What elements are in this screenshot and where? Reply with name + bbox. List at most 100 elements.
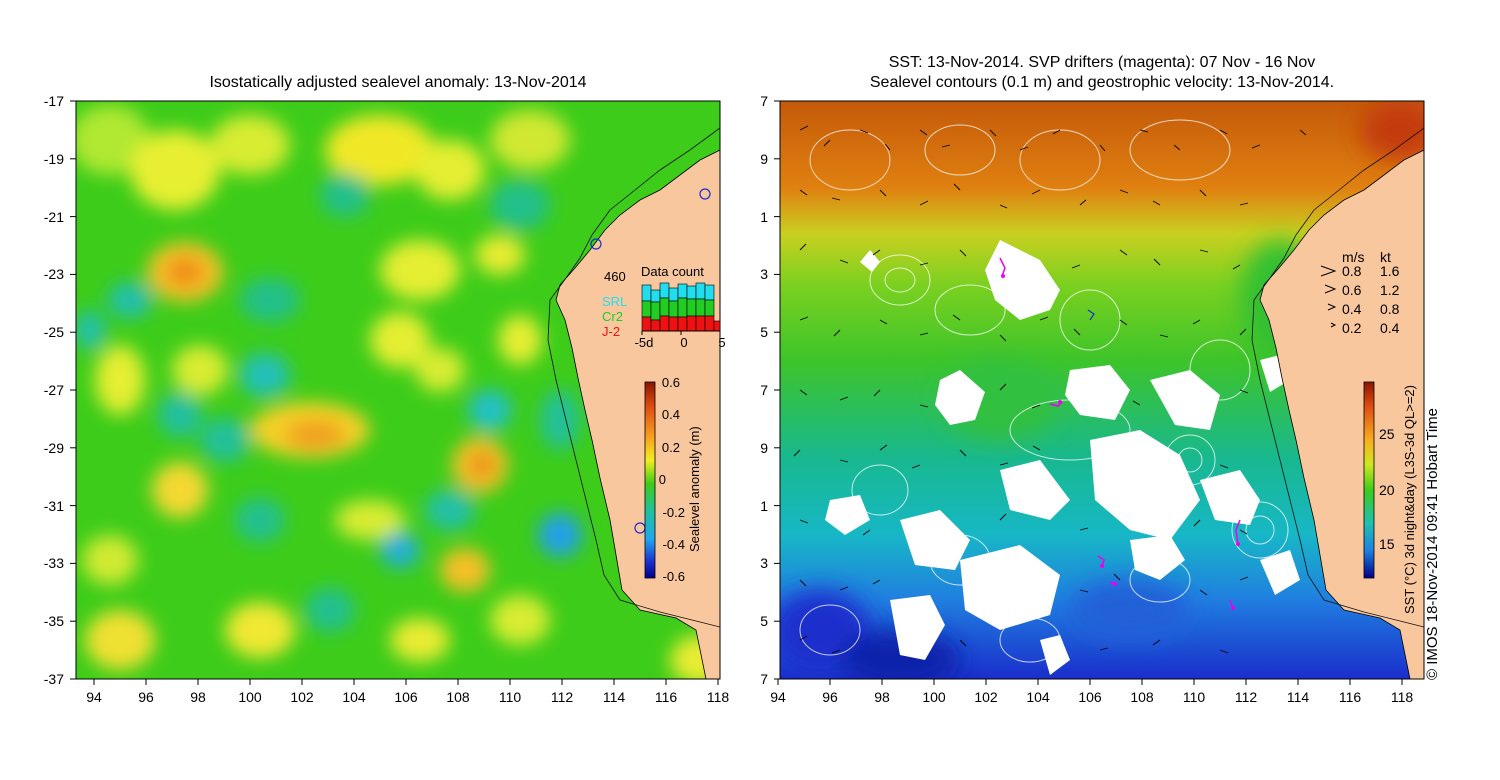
lat-label: -17	[44, 93, 64, 109]
lat-label: -27	[44, 382, 64, 398]
land-australia	[1251, 101, 1424, 679]
lon-label: 98	[874, 689, 890, 705]
colorbar-tick: 0.4	[662, 407, 680, 422]
lon-label: 112	[1235, 689, 1258, 705]
sealevel-anomaly-map: -17 -19 -21 -23 -25 -27 -29 -31 -33 -35 …	[44, 93, 730, 705]
velocity-kt: 1.6	[1380, 263, 1400, 279]
data-count-tick: 0	[680, 335, 687, 350]
sst-colorbar-label: SST (°C) 3d night&day (L3S-3d QL>=2)	[1402, 385, 1417, 614]
colorbar-tick: 0.2	[662, 440, 680, 455]
data-count-max: 460	[604, 269, 626, 284]
velocity-kt: 0.8	[1380, 301, 1400, 317]
arrow-icon	[1327, 303, 1337, 311]
lon-label: 102	[290, 689, 314, 705]
lon-label: 108	[446, 689, 470, 705]
lon-label: 100	[238, 689, 262, 705]
right-lon-labels: 94 96 98 100 102 104 106 108 110 112 114…	[770, 689, 1413, 705]
data-count-tick: -5d	[635, 335, 654, 350]
lat-label: -35	[44, 613, 64, 629]
land-australia	[547, 101, 720, 679]
lon-label: 112	[551, 689, 574, 705]
data-count-title: Data count	[641, 264, 704, 279]
svp-drifter-positions	[1001, 274, 1240, 610]
mission-cr2: Cr2	[602, 309, 623, 324]
right-map-title-line1: SST: 13-Nov-2014. SVP drifters (magenta)…	[888, 54, 1316, 71]
left-map-title: Isostatically adjusted sealevel anomaly:…	[209, 74, 587, 91]
sealevel-contours	[799, 119, 1289, 663]
lat-label: -33	[44, 555, 64, 571]
sst-colorbar-tick: 20	[1379, 482, 1395, 498]
velocity-legend: m/s kt 0.8 1.6 0.6 1.2 0.4 0.8 0.2 0.4	[1320, 249, 1400, 336]
sst-map: -17 -19 -21 -23 -25 -27 -29 -31 -33 -35 …	[760, 93, 1425, 705]
lat-label: -35	[760, 613, 768, 629]
lon-label: 104	[1026, 689, 1050, 705]
colorbar-tick: -0.4	[663, 537, 685, 552]
left-lat-ticks	[70, 100, 76, 680]
lon-label: 114	[1287, 689, 1310, 705]
data-count-tick: 5	[718, 335, 725, 350]
colorbar-tick: 0	[659, 472, 666, 487]
lat-label: -21	[44, 209, 64, 225]
right-lon-ticks	[777, 679, 1403, 685]
data-count-bars	[641, 282, 721, 332]
lat-label: -23	[760, 266, 768, 282]
lon-label: 118	[707, 689, 730, 705]
lat-label: -23	[44, 266, 64, 282]
velocity-ms: 0.8	[1342, 263, 1362, 279]
lon-label: 104	[342, 689, 366, 705]
drifter-track-blue	[1087, 309, 1095, 321]
geostrophic-velocity-arrows	[793, 125, 1307, 654]
sst-colorbar-tick: 15	[1379, 536, 1395, 552]
arrow-icon	[1320, 265, 1337, 277]
svp-drifter-tracks	[999, 257, 1241, 609]
velocity-ms: 0.6	[1342, 282, 1362, 298]
left-lat-labels: -17 -19 -21 -23 -25 -27 -29 -31 -33 -35 …	[44, 93, 64, 687]
lat-label: -29	[760, 440, 768, 456]
colorbar-tick: 0.6	[662, 375, 680, 390]
velocity-kt: 0.4	[1380, 320, 1400, 336]
lat-label: -27	[760, 382, 768, 398]
lon-label: 116	[1339, 689, 1362, 705]
copyright-text: © IMOS 18-Nov-2014 09:41 Hobart Time	[1424, 407, 1441, 680]
velocity-ms: 0.2	[1342, 320, 1362, 336]
sealevel-colorbar: 0.6 0.4 0.2 0 -0.2 -0.4 -0.6 Sealevel an…	[644, 375, 702, 584]
lon-label: 110	[499, 689, 522, 705]
lat-label: -19	[760, 151, 768, 167]
lat-label: -17	[760, 93, 768, 109]
lat-label: -31	[44, 498, 64, 514]
lon-label: 108	[1130, 689, 1154, 705]
velocity-kt: 1.2	[1380, 282, 1400, 298]
lon-label: 118	[1391, 689, 1414, 705]
right-map-title-line2: Sealevel contours (0.1 m) and geostrophi…	[869, 74, 1335, 91]
lon-label: 100	[922, 689, 946, 705]
colorbar-label: Sealevel anomaly (m)	[687, 426, 702, 552]
velocity-legend-ms-header: m/s	[1342, 249, 1365, 265]
lon-label: 102	[974, 689, 998, 705]
lat-label: -37	[44, 671, 64, 687]
data-count-inset: 460 Data count SRL Cr2 J-2 -5d 0 5	[602, 264, 726, 350]
left-lon-labels: 94 96 98 100 102 104 106 108 110 112 114…	[86, 689, 729, 705]
lon-label: 114	[603, 689, 626, 705]
right-lat-labels: -17 -19 -21 -23 -25 -27 -29 -31 -33 -35 …	[760, 93, 768, 687]
copyright-notice: © IMOS 18-Nov-2014 09:41 Hobart Time	[1424, 340, 1441, 680]
lon-label: 106	[394, 689, 418, 705]
lon-label: 110	[1183, 689, 1206, 705]
lon-label: 94	[770, 689, 786, 705]
sst-colorbar-tick: 25	[1379, 426, 1395, 442]
lat-label: -19	[44, 151, 64, 167]
velocity-legend-kt-header: kt	[1380, 249, 1391, 265]
lat-label: -33	[760, 555, 768, 571]
lat-label: -37	[760, 671, 768, 687]
lon-label: 96	[138, 689, 154, 705]
lon-label: 98	[190, 689, 206, 705]
lon-label: 116	[655, 689, 678, 705]
lon-label: 96	[822, 689, 838, 705]
colorbar-tick: -0.6	[663, 569, 685, 584]
lon-label: 106	[1078, 689, 1102, 705]
lat-label: -25	[760, 324, 768, 340]
arrow-icon	[1324, 284, 1337, 294]
mission-srl: SRL	[602, 294, 627, 309]
cloud-gaps	[825, 240, 1300, 675]
lat-label: -31	[760, 498, 768, 514]
mission-j2: J-2	[602, 324, 620, 339]
